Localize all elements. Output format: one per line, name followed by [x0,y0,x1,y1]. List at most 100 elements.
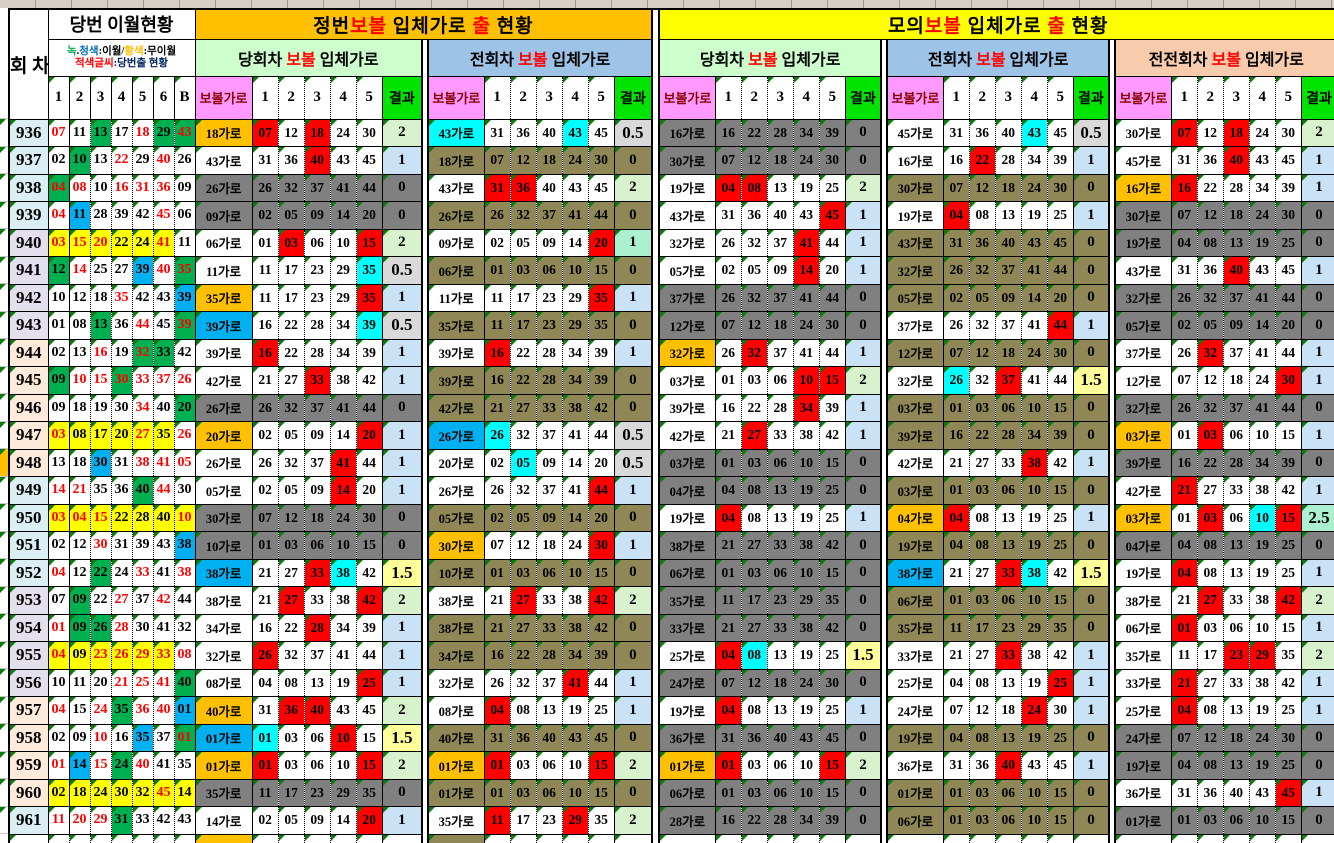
garo-num-cell[interactable]: 12 [740,311,768,340]
garo-num-cell[interactable]: 37 [766,283,794,312]
garo-num-cell[interactable]: 28 [1222,448,1250,477]
result-cell[interactable]: 1.5 [1072,558,1110,587]
gutter-row-cell[interactable] [0,229,8,257]
round-cell[interactable]: 954 [8,613,49,642]
result-cell[interactable]: 1 [381,338,423,367]
garo-num-cell[interactable]: 45 [1046,751,1074,780]
garo-num-cell[interactable]: 19 [1020,531,1048,560]
result-cell[interactable]: 0 [844,283,882,312]
garo-num-cell[interactable]: 45 [1274,146,1302,175]
garo-num-cell[interactable]: 10 [1020,476,1048,505]
garo-num-cell[interactable]: 30 [1046,173,1074,202]
garo-num-cell[interactable]: 32 [509,201,537,230]
garo-label-cell[interactable]: 32가로 [1114,393,1172,422]
ball-cell[interactable]: 32 [131,338,153,367]
result-cell[interactable]: 1 [381,476,423,505]
garo-label-cell[interactable]: 26가로 [427,421,485,450]
result-cell[interactable]: 1 [1072,448,1110,477]
garo-num-cell[interactable]: 13 [994,668,1022,697]
garo-num-cell[interactable]: 14 [329,421,357,450]
garo-num-cell[interactable]: 31 [714,723,742,752]
garo-num-cell[interactable]: 26 [483,421,511,450]
garo-num-cell[interactable]: 19 [792,696,820,725]
garo-num-cell[interactable]: 26 [251,641,279,670]
garo-num-cell[interactable]: 33 [1222,476,1250,505]
ball-cell[interactable]: 09 [47,393,70,422]
garo-num-cell[interactable]: 06 [535,751,563,780]
garo-num-cell[interactable]: 22 [1196,173,1224,202]
garo-num-cell[interactable]: 24 [329,118,357,147]
garo-num-cell[interactable]: 43 [561,118,589,147]
gutter-row-cell[interactable] [0,641,8,669]
garo-num-cell[interactable]: 18 [1222,723,1250,752]
garo-num-cell[interactable]: 08 [968,668,996,697]
garo-num-cell[interactable]: 19 [1248,751,1276,780]
garo-num-cell[interactable]: 45 [1046,228,1074,257]
result-cell[interactable]: 0 [381,531,423,560]
garo-num-cell[interactable]: 39 [355,311,383,340]
ball-cell[interactable]: 10 [47,668,70,697]
garo-num-cell[interactable]: 06 [994,806,1022,835]
garo-num-cell[interactable]: 42 [818,421,846,450]
ball-cell[interactable]: 34 [131,393,153,422]
garo-num-cell[interactable]: 19 [1248,531,1276,560]
garo-num-cell[interactable]: 21 [251,558,279,587]
garo-num-cell[interactable]: 21 [483,613,511,642]
garo-num-cell[interactable]: 37 [535,668,563,697]
garo-num-cell[interactable]: 11 [251,283,279,312]
main-col-header-2[interactable]: 2 [68,75,91,120]
garo-num-cell[interactable]: 42 [818,531,846,560]
result-cell[interactable]: 0 [613,778,653,807]
garo-num-cell[interactable]: 34 [792,118,820,147]
ball-cell[interactable]: 18 [131,118,153,147]
garo-num-cell[interactable]: 37 [766,338,794,367]
ball-cell[interactable]: 41 [152,448,174,477]
garo-num-cell[interactable]: 44 [587,668,615,697]
garo-num-cell[interactable]: 04 [942,201,970,230]
garo-num-cell[interactable]: 06 [766,751,794,780]
garo-num-cell[interactable]: 30 [587,146,615,175]
garo-num-cell[interactable]: 45 [587,173,615,202]
garo-col-header-3[interactable]: 3 [766,75,794,120]
garo-num-cell[interactable]: 39 [355,613,383,642]
garo-num-cell[interactable]: 41 [561,201,589,230]
garo-num-cell[interactable]: 08 [277,668,305,697]
garo-num-cell[interactable]: 41 [1248,338,1276,367]
ball-cell[interactable]: 01 [47,311,70,340]
garo-num-cell[interactable]: 38 [792,531,820,560]
garo-num-cell[interactable]: 44 [818,228,846,257]
garo-num-cell[interactable]: 07 [714,146,742,175]
garo-num-cell[interactable]: 15 [1274,613,1302,642]
ball-cell[interactable]: 16 [110,173,132,202]
garo-num-cell[interactable]: 44 [1274,283,1302,312]
garo-num-cell[interactable]: 01 [483,256,511,285]
garo-label-cell[interactable]: 01가로 [658,751,716,780]
ball-cell[interactable]: 20 [110,421,132,450]
garo-num-cell[interactable]: 23 [535,806,563,835]
garo-label-cell[interactable]: 35가로 [886,613,944,642]
garo-num-cell[interactable]: 01 [942,586,970,615]
garo-label-cell[interactable]: 06가로 [194,228,253,257]
round-cell[interactable]: 959 [8,751,49,780]
result-cell[interactable]: 0 [1300,311,1334,340]
result-cell[interactable]: 1 [381,366,423,395]
garo-num-cell[interactable]: 45 [1274,256,1302,285]
garo-num-cell[interactable]: 03 [740,366,768,395]
result-cell[interactable]: 2 [844,173,882,202]
garo-label-cell[interactable]: 05가로 [194,476,253,505]
garo-label-cell[interactable]: 03가로 [1114,503,1172,532]
garo-num-cell[interactable]: 21 [714,613,742,642]
garo-num-cell[interactable]: 11 [714,586,742,615]
garo-num-cell[interactable]: 03 [509,751,537,780]
garo-num-cell[interactable]: 16 [942,421,970,450]
garo-col-header-4[interactable]: 4 [792,75,820,120]
result-cell[interactable]: 0 [844,531,882,560]
garo-num-cell[interactable]: 34 [561,338,589,367]
garo-num-cell[interactable]: 27 [509,393,537,422]
garo-num-cell[interactable]: 28 [994,421,1022,450]
garo-label-cell[interactable]: 19가로 [1114,228,1172,257]
ball-cell[interactable]: 16 [89,338,111,367]
garo-num-cell[interactable]: 32 [509,476,537,505]
garo-num-cell[interactable]: 27 [277,366,305,395]
garo-num-cell[interactable]: 25 [1274,751,1302,780]
